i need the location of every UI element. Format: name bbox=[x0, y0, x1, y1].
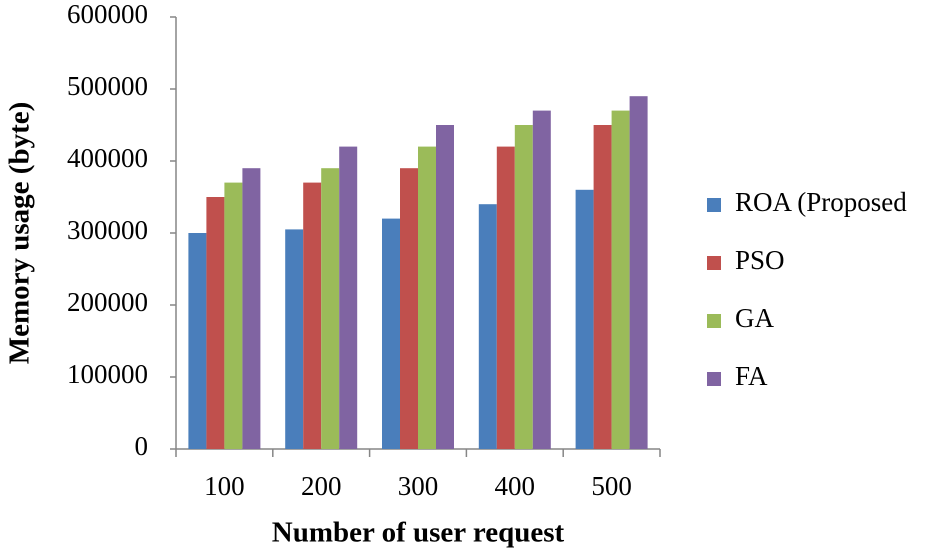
bar bbox=[496, 146, 515, 449]
bar bbox=[285, 229, 304, 449]
bar bbox=[611, 110, 630, 449]
bar bbox=[418, 146, 436, 449]
bar bbox=[400, 168, 418, 449]
legend-label: FA bbox=[735, 361, 768, 391]
y-tick-label: 300000 bbox=[67, 215, 148, 245]
bar bbox=[242, 168, 261, 449]
x-tick-label: 100 bbox=[204, 471, 245, 501]
y-tick-label: 0 bbox=[135, 431, 149, 461]
y-axis-label: Memory usage (byte) bbox=[4, 102, 36, 365]
legend-swatch bbox=[707, 372, 721, 386]
bar bbox=[593, 125, 612, 449]
y-tick-label: 400000 bbox=[67, 143, 148, 173]
bar bbox=[339, 146, 358, 449]
bar bbox=[514, 125, 533, 449]
bar bbox=[224, 182, 243, 449]
x-tick-label: 300 bbox=[398, 471, 439, 501]
y-tick-label: 500000 bbox=[67, 71, 148, 101]
legend-label: PSO bbox=[735, 245, 785, 275]
x-tick-label: 400 bbox=[495, 471, 536, 501]
bar bbox=[575, 189, 594, 450]
legend-swatch bbox=[707, 198, 721, 212]
bar bbox=[303, 182, 322, 449]
bar bbox=[382, 218, 400, 449]
legend-swatch bbox=[707, 314, 721, 328]
legend-label: GA bbox=[735, 303, 774, 333]
x-axis-label: Number of user request bbox=[272, 517, 565, 549]
bar bbox=[436, 125, 454, 449]
bar bbox=[188, 233, 207, 449]
bar bbox=[206, 197, 225, 449]
y-tick-label: 600000 bbox=[67, 0, 148, 29]
legend-label: ROA (Proposed bbox=[735, 187, 907, 217]
x-tick-label: 500 bbox=[591, 471, 632, 501]
bar bbox=[321, 168, 340, 449]
legend-swatch bbox=[707, 256, 721, 270]
bar bbox=[532, 110, 551, 449]
y-tick-label: 100000 bbox=[67, 359, 148, 389]
y-tick-label: 200000 bbox=[67, 287, 148, 317]
bar bbox=[478, 204, 497, 449]
bar bbox=[629, 96, 648, 449]
x-tick-label: 200 bbox=[301, 471, 342, 501]
